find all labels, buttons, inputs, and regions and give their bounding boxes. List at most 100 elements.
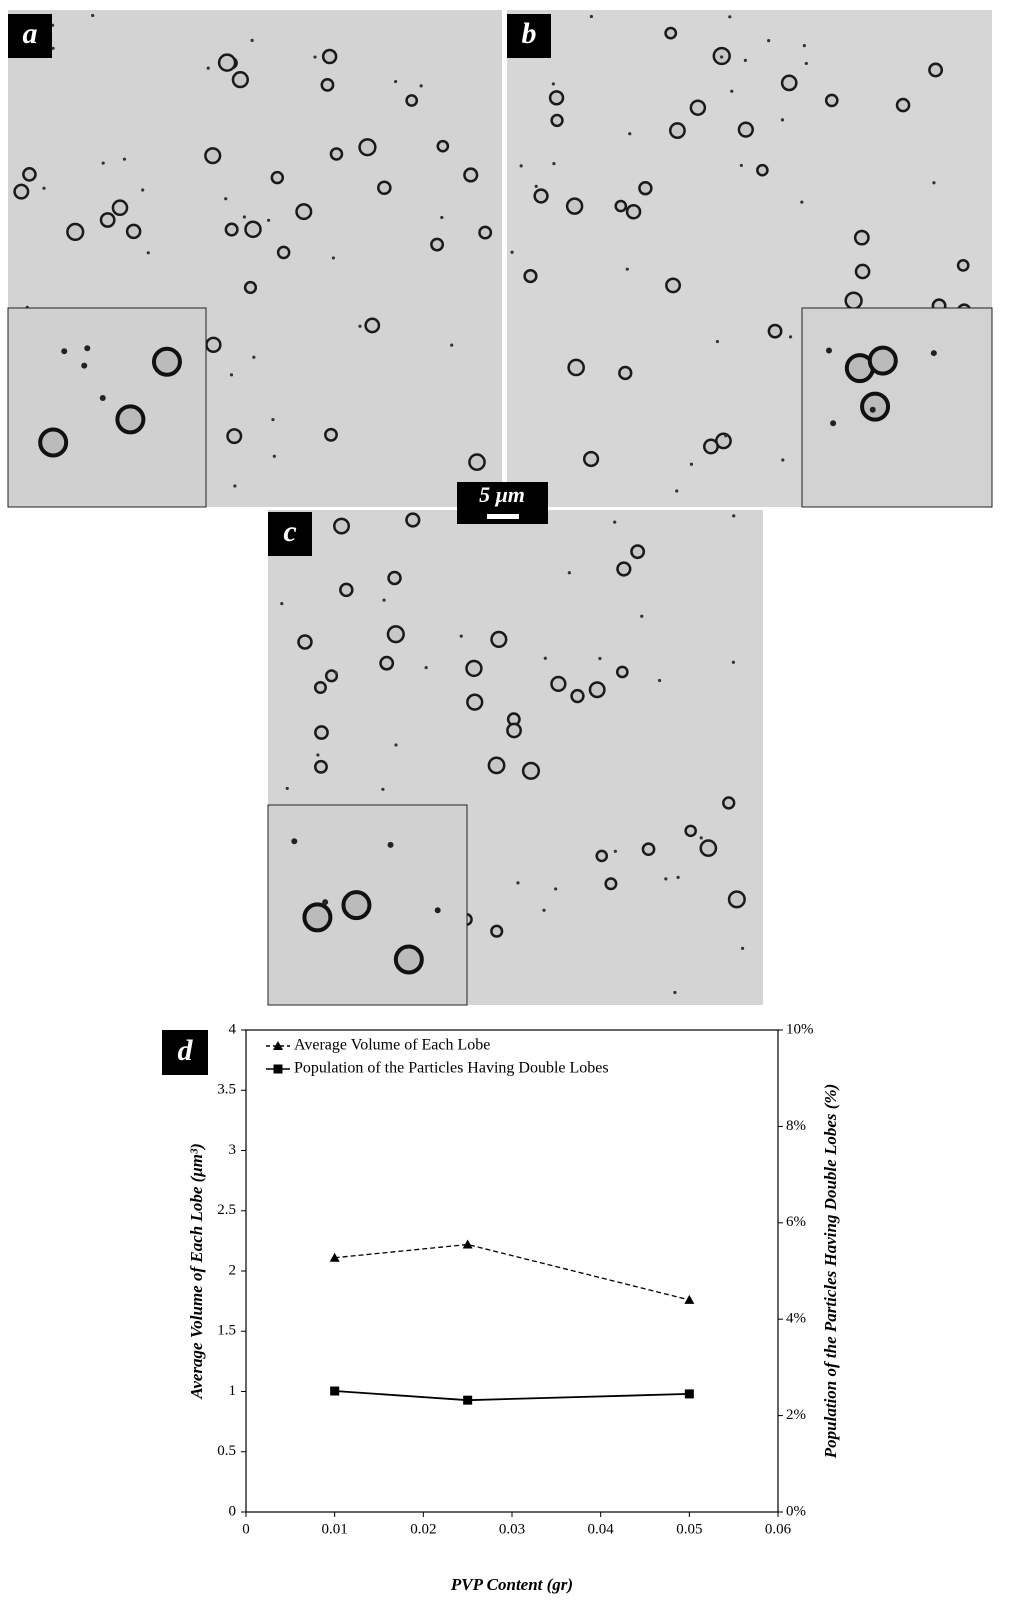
dot: [388, 842, 394, 848]
particle: [406, 514, 419, 527]
particle: [606, 879, 617, 890]
y2-axis-title: Population of the Particles Having Doubl…: [821, 1084, 840, 1459]
dot: [61, 348, 67, 354]
particle: [228, 429, 242, 443]
dot: [830, 420, 836, 426]
particle: [219, 55, 235, 71]
dot: [716, 340, 719, 343]
particle: [704, 440, 717, 453]
particle: [491, 926, 502, 937]
dot: [425, 666, 428, 669]
particle: [567, 199, 582, 214]
dot: [81, 363, 87, 369]
particle: [205, 148, 220, 163]
y2-tick-label: 6%: [786, 1214, 806, 1230]
dot: [931, 350, 937, 356]
dot: [554, 887, 557, 890]
dot: [700, 836, 703, 839]
y-tick-label: 4: [229, 1021, 237, 1037]
dot: [552, 162, 555, 165]
particle: [464, 169, 477, 182]
particle: [233, 72, 248, 87]
dot: [358, 325, 361, 328]
dot: [568, 571, 571, 574]
particle: [870, 348, 896, 374]
particle: [407, 95, 417, 105]
particle: [366, 319, 379, 332]
dot: [435, 907, 441, 913]
particle: [616, 201, 626, 211]
dot: [664, 877, 667, 880]
x-tick-label: 0: [242, 1521, 250, 1537]
particle: [617, 667, 627, 677]
dot: [322, 899, 328, 905]
particle: [127, 225, 140, 238]
particle: [666, 279, 679, 292]
particle: [739, 123, 753, 137]
y-tick-label: 1: [229, 1383, 237, 1399]
marker: [463, 1396, 472, 1405]
series-line: [335, 1244, 690, 1299]
dot: [420, 84, 423, 87]
dot: [789, 335, 792, 338]
dot: [381, 788, 384, 791]
dot: [271, 418, 274, 421]
particle: [297, 204, 312, 219]
scale-bar: [487, 514, 519, 519]
particle: [315, 726, 327, 738]
particle: [782, 76, 796, 90]
particle: [15, 185, 29, 199]
particle: [846, 293, 862, 309]
dot: [141, 188, 144, 191]
dot: [382, 598, 385, 601]
particle: [322, 79, 333, 90]
dot: [286, 787, 289, 790]
particle: [523, 763, 539, 779]
particle: [619, 367, 631, 379]
particle: [388, 626, 404, 642]
particle: [666, 28, 676, 38]
dot: [730, 90, 733, 93]
dot: [280, 602, 283, 605]
particle: [226, 224, 238, 236]
dot: [803, 44, 806, 47]
y2-tick-label: 10%: [786, 1021, 814, 1037]
dot: [728, 15, 731, 18]
marker: [685, 1389, 694, 1398]
dot: [510, 251, 513, 254]
particle: [897, 99, 909, 111]
dot: [542, 909, 545, 912]
dot: [252, 356, 255, 359]
particle: [315, 682, 325, 692]
particle: [590, 683, 604, 697]
dot: [450, 344, 453, 347]
dot: [233, 484, 236, 487]
particle: [117, 406, 143, 432]
dot: [273, 455, 276, 458]
particle: [389, 572, 401, 584]
x-tick-label: 0.05: [676, 1521, 702, 1537]
dot: [614, 850, 617, 853]
dot: [590, 15, 593, 18]
x-tick-label: 0.03: [499, 1521, 525, 1537]
y-tick-label: 0.5: [217, 1443, 236, 1459]
dot: [724, 434, 727, 437]
particle: [862, 394, 888, 420]
particle: [627, 205, 640, 218]
panel-label: b: [522, 17, 537, 50]
particle: [479, 227, 490, 238]
x-axis-title: PVP Content (gr): [450, 1575, 573, 1594]
y-tick-label: 2.5: [217, 1202, 236, 1218]
particle: [855, 231, 868, 244]
particle: [552, 115, 563, 126]
panel-label: d: [178, 1034, 194, 1067]
y2-tick-label: 2%: [786, 1407, 806, 1423]
y-tick-label: 2: [229, 1262, 237, 1278]
y-tick-label: 3: [229, 1142, 237, 1158]
dot: [781, 118, 784, 121]
particle: [856, 265, 869, 278]
particle: [551, 677, 565, 691]
dot: [460, 634, 463, 637]
particle: [617, 563, 630, 576]
particle: [467, 695, 482, 710]
